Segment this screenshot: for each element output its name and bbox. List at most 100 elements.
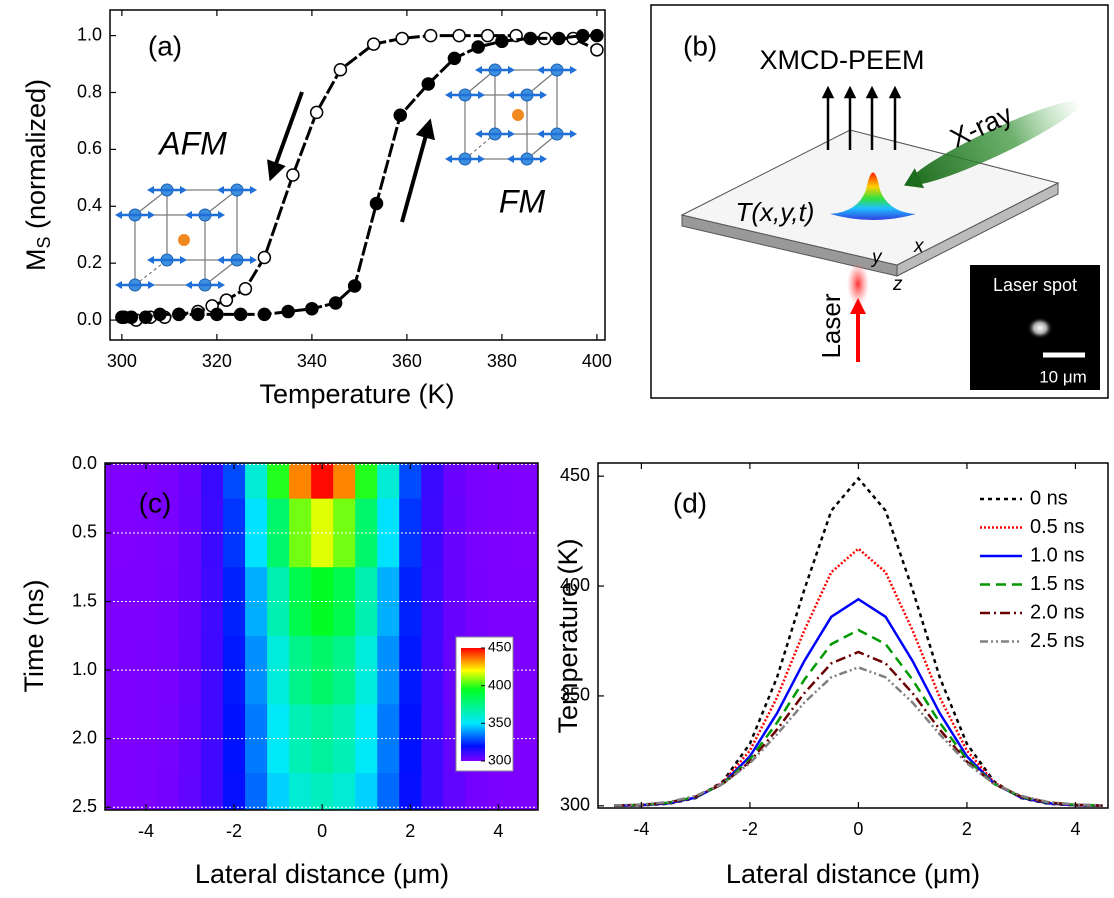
plot-frame bbox=[597, 462, 1109, 809]
heat-cell bbox=[443, 772, 466, 811]
heat-cell bbox=[377, 635, 400, 705]
data-point bbox=[124, 310, 139, 324]
data-point bbox=[590, 28, 604, 43]
heat-cell bbox=[355, 772, 378, 811]
data-point bbox=[257, 250, 272, 265]
heat-cell bbox=[289, 498, 312, 568]
x-tick-label: 320 bbox=[202, 351, 232, 371]
data-point bbox=[233, 307, 248, 322]
x-axis-label: Lateral distance (μm) bbox=[195, 859, 449, 889]
heat-cell bbox=[201, 704, 224, 774]
data-point bbox=[423, 28, 438, 43]
heat-cell bbox=[509, 463, 539, 500]
afm-cube bbox=[134, 189, 238, 286]
data-point bbox=[305, 301, 319, 316]
heat-cell bbox=[333, 567, 356, 637]
x-tick-label: 380 bbox=[487, 351, 517, 371]
y-tick-label: 2.5 bbox=[72, 796, 97, 816]
y-tick-label: 0.5 bbox=[72, 522, 97, 542]
data-point bbox=[191, 307, 205, 322]
y-axis-label: Temperature (K) bbox=[553, 538, 583, 733]
x-axis-label: Temperature (K) bbox=[259, 379, 454, 409]
data-point bbox=[257, 307, 272, 322]
heat-cell bbox=[421, 704, 444, 774]
heat-cell bbox=[509, 772, 539, 811]
y-tick-label: 350 bbox=[560, 685, 590, 705]
y-axis-label-main: M bbox=[21, 249, 51, 272]
heat-cell bbox=[156, 635, 180, 705]
heat-cell bbox=[399, 463, 422, 500]
colorbar-tick-label: 300 bbox=[488, 752, 512, 768]
heat-cell bbox=[333, 635, 356, 705]
y-tick-label: 1.5 bbox=[72, 590, 97, 610]
colorbar-tick-label: 450 bbox=[488, 639, 512, 655]
data-point bbox=[286, 168, 300, 182]
data-point bbox=[309, 105, 324, 120]
axis-z-label: z bbox=[892, 274, 903, 295]
axis-x-label: x bbox=[913, 236, 925, 257]
temperature-label: T(x,y,t) bbox=[736, 197, 815, 227]
panel-label: (d) bbox=[673, 487, 707, 518]
heat-cell bbox=[399, 772, 422, 811]
heat-cell bbox=[245, 772, 268, 811]
heat-cell bbox=[245, 635, 268, 705]
y-axis-label-sub: S bbox=[34, 237, 54, 249]
fm-cube bbox=[464, 69, 558, 160]
colorbar bbox=[461, 648, 485, 761]
x-tick-label: 360 bbox=[392, 351, 422, 371]
x-tick-label: 2 bbox=[405, 821, 415, 841]
y-axis-label: MS (normalized) bbox=[21, 79, 54, 271]
data-point bbox=[219, 293, 234, 307]
y-tick-label: 1.0 bbox=[77, 24, 102, 44]
heat-cell bbox=[333, 463, 356, 500]
data-point bbox=[471, 40, 485, 54]
data-point bbox=[369, 196, 384, 211]
heat-cell bbox=[156, 704, 180, 774]
heat-cell bbox=[443, 463, 466, 500]
panel: 0 ns 0.5 ns 1.0 ns 1.5 ns 2.0 ns 2.5 ns -4 -2 0 2… bbox=[553, 462, 1109, 889]
colorbar-tick-label: 400 bbox=[488, 676, 512, 692]
x-tick-label: -2 bbox=[226, 821, 242, 841]
scale-bar-label: 10 μm bbox=[1039, 367, 1087, 386]
y-tick-label: 0.0 bbox=[72, 453, 97, 473]
panel: 300 320 340 360 380 400 0.0 0.2 0.4 0.6 0.8 1.0 (a) T… bbox=[21, 9, 612, 409]
panel-label: (b) bbox=[683, 30, 717, 61]
colorbar-tick-label: 350 bbox=[488, 714, 512, 730]
y-axis-label: Time (ns) bbox=[19, 580, 49, 693]
data-point bbox=[421, 77, 436, 91]
heat-cell bbox=[289, 635, 312, 705]
heat-cell bbox=[201, 463, 224, 500]
x-axis-label: Lateral distance (μm) bbox=[726, 859, 980, 889]
heat-cell bbox=[134, 463, 158, 500]
annotation: FM bbox=[499, 183, 546, 219]
heat-cell bbox=[245, 567, 268, 637]
y-tick-label: 0.0 bbox=[77, 309, 102, 329]
heat-cell bbox=[421, 463, 444, 500]
heat-cell bbox=[465, 463, 488, 500]
y-tick-label: 0.6 bbox=[77, 138, 102, 158]
series-line bbox=[123, 34, 598, 322]
laser-label: Laser bbox=[816, 293, 846, 358]
y-tick-label: 0.4 bbox=[77, 195, 102, 215]
legend-label: 0.5 ns bbox=[1030, 516, 1084, 538]
heat-cell bbox=[201, 567, 224, 637]
data-point bbox=[172, 307, 186, 322]
data-point bbox=[333, 62, 348, 77]
laser-spot bbox=[1027, 317, 1053, 339]
data-point bbox=[590, 43, 604, 57]
data-point bbox=[347, 279, 362, 293]
heat-cell bbox=[201, 772, 224, 811]
data-point bbox=[552, 31, 566, 46]
heat-cell bbox=[465, 498, 488, 568]
legend-label: 2.0 ns bbox=[1030, 601, 1084, 623]
data-point bbox=[447, 51, 462, 66]
x-tick-label: -2 bbox=[742, 819, 758, 839]
heat-cell bbox=[377, 463, 400, 500]
heating-arrow bbox=[400, 118, 435, 223]
heat-cell bbox=[289, 567, 312, 637]
x-tick-label: 4 bbox=[493, 821, 503, 841]
heat-cell bbox=[311, 463, 334, 500]
series-line bbox=[121, 34, 597, 319]
technique-label: XMCD-PEEM bbox=[759, 45, 924, 75]
